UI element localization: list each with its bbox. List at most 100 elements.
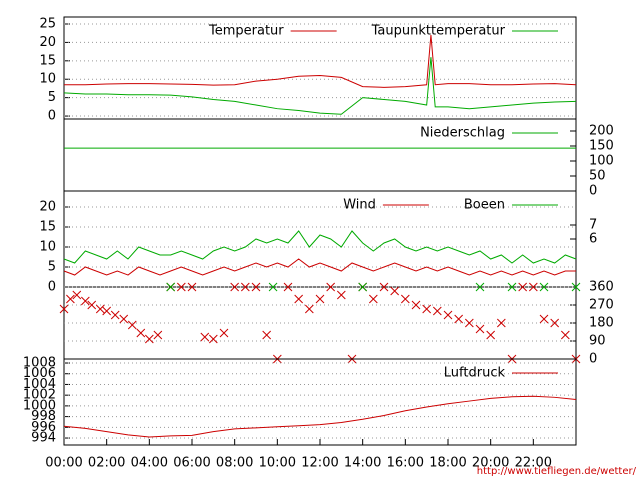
direction-point [176,282,186,292]
direction-point [66,294,75,304]
direction-point [443,310,453,320]
y-tick-label: 100 [589,154,614,169]
direction-point [326,282,336,292]
y-tick-label: 90 [589,334,606,349]
direction-point [432,306,442,316]
y-tick-label: 1002 [23,388,56,403]
direction-point [95,304,105,314]
y-tick-label: 1004 [23,377,56,392]
y-tick-label: 0 [48,280,56,295]
direction-point [379,282,389,292]
y-tick-label: 0 [589,352,597,367]
y-tick-label: 180 [589,316,614,331]
series-line [63,395,577,438]
direction-point [294,294,304,304]
direction-point [560,330,570,340]
direction-point [368,294,378,304]
y-tick-label: 0 [48,109,56,124]
x-tick-label: 14:00 [344,456,381,471]
y-tick-label: 994 [31,431,56,446]
y-tick-label: 200 [589,124,614,139]
x-tick-label: 04:00 [131,456,168,471]
y-tick-label: 5 [48,90,56,105]
direction-point [110,310,120,320]
x-tick-label: 08:00 [216,456,253,471]
y2-tick-label: 7 [589,218,597,233]
y-tick-label: 360 [589,280,614,295]
legend-label: Luftdruck [444,366,506,381]
direction-point [507,282,517,292]
direction-point [166,282,176,292]
x-tick-label: 06:00 [173,456,210,471]
direction-point [127,320,137,330]
direction-point [240,282,250,292]
direction-point [230,282,240,292]
direction-point [59,304,69,314]
y-tick-label: 15 [39,53,56,68]
direction-point [187,282,197,292]
direction-point [496,318,506,328]
direction-point [153,330,163,340]
direction-point [200,332,210,342]
direction-point [144,334,154,344]
y-tick-label: 1008 [23,356,56,371]
y-tick-label: 20 [39,200,56,215]
x-tick-label: 20:00 [472,456,509,471]
x-tick-label: 12:00 [301,456,338,471]
direction-point [454,314,464,324]
direction-point [251,282,261,292]
x-tick-label: 22:00 [515,456,552,471]
direction-point [464,318,474,328]
direction-point [304,304,314,314]
y-tick-label: 10 [39,72,56,87]
direction-point [336,290,346,300]
x-tick-label: 02:00 [88,456,125,471]
direction-point [411,300,421,310]
series-line [64,35,577,88]
legend-label: Wind [343,198,376,213]
y-tick-label: 1006 [23,366,56,381]
direction-point [315,294,325,304]
x-tick-label: 00:00 [45,456,82,471]
direction-point [539,314,549,324]
series-line [63,57,577,115]
direction-point [571,282,581,292]
direction-point [528,282,538,292]
direction-point [539,282,549,292]
y-tick-label: 150 [589,139,614,154]
direction-point [518,282,528,292]
y-tick-label: 998 [31,409,56,424]
direction-point [283,282,293,292]
x-tick-label: 16:00 [387,456,424,471]
series-line [63,230,577,264]
footer-link: http://www.tiefliegen.de/wetter/ [477,466,637,477]
legend-label: Boeen [464,198,505,213]
legend-label: Niederschlag [420,126,505,141]
y-tick-label: 50 [589,169,606,184]
direction-point [550,318,560,328]
y-tick-label: 5 [48,260,56,275]
direction-point [119,314,129,324]
y-tick-label: 25 [39,16,56,31]
direction-point [475,282,485,292]
y-tick-label: 20 [39,35,56,50]
legend-label: Taupunkttemperatur [371,24,506,39]
direction-point [102,306,112,316]
y-tick-label: 996 [31,420,56,435]
direction-point [486,330,496,340]
direction-point [262,330,272,340]
y2-tick-label: 6 [589,232,597,247]
direction-point [72,290,82,300]
y-tick-label: 10 [39,240,56,255]
x-tick-label: 10:00 [259,456,296,471]
direction-point [475,324,485,334]
series-line [63,258,576,276]
direction-point [87,300,97,310]
direction-point [268,282,278,292]
direction-point [208,334,218,344]
y-tick-label: 15 [39,220,56,235]
direction-point [390,286,400,296]
y-tick-label: 1000 [23,398,56,413]
direction-point [358,282,368,292]
direction-point [136,328,146,338]
